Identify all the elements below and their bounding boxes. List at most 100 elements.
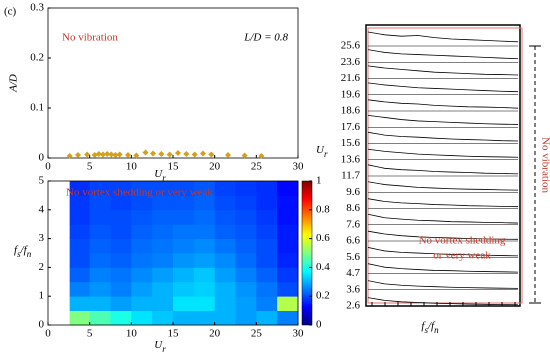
heat-cell [89, 224, 111, 239]
y-tick-label: 3 [39, 232, 45, 244]
red-box [367, 27, 523, 304]
heat-cell [277, 224, 299, 239]
heat-cell [256, 267, 278, 283]
heat-cell [152, 281, 174, 297]
heat-cell [193, 281, 216, 297]
heat-cell [173, 238, 195, 254]
y-tick-label: 1 [39, 290, 45, 302]
x-axis-label: Ur [154, 339, 166, 355]
heat-cell [235, 238, 257, 254]
heat-cell [110, 253, 132, 268]
point [191, 151, 198, 158]
row-label: 11.7 [341, 170, 360, 182]
heat-cell [214, 281, 236, 297]
label-part: f [421, 320, 426, 332]
heat-cell [152, 209, 174, 225]
label-part: f [14, 244, 19, 256]
heat-cell [277, 181, 299, 196]
y-tick-label: 0 [39, 319, 45, 331]
x-tick-label: 0 [45, 161, 51, 173]
point [125, 152, 131, 158]
point [258, 153, 265, 159]
row-label: 8.6 [346, 202, 360, 214]
label-part: s [424, 325, 428, 335]
axes-frame [47, 7, 299, 159]
point [200, 150, 206, 157]
point [241, 152, 248, 159]
heat-cell [256, 195, 278, 211]
heat-cell [89, 310, 111, 326]
heat-cell [131, 296, 153, 311]
heat-cell [173, 310, 195, 326]
heat-cell [214, 267, 236, 283]
row-label: 2.6 [346, 300, 360, 312]
x-tick-label: 30 [293, 161, 305, 173]
heat-cell [89, 267, 111, 283]
heat-cell [89, 209, 111, 225]
spectrum [367, 148, 519, 158]
row-label: 3.6 [346, 283, 360, 295]
point [208, 151, 215, 158]
x-tick-label: 20 [209, 328, 221, 340]
row-label: 15.6 [341, 137, 361, 149]
label-part: /f [427, 320, 436, 332]
point [183, 151, 190, 157]
point [150, 150, 156, 157]
y-tick-label: 0.1 [30, 102, 44, 114]
point [133, 152, 140, 159]
heat-cell [235, 195, 257, 211]
label-part: r [162, 173, 166, 183]
heat-cell [173, 224, 195, 239]
heat-cell [173, 296, 195, 311]
heat-cell [152, 195, 174, 211]
heat-cell [152, 267, 174, 283]
colorbar-tick-label: 0.8 [316, 203, 330, 215]
heat-cell [193, 310, 216, 326]
colorbar-tick-label: 1 [316, 175, 322, 187]
x-axis-label: fs/fn [421, 320, 439, 336]
heat-cell [256, 238, 278, 254]
spectrum [367, 31, 519, 43]
heat-cell [110, 310, 132, 326]
heat-cell [214, 181, 236, 196]
row-label: 23.6 [341, 56, 361, 68]
heat-cell [110, 195, 132, 211]
annotation: No vortex shedding or very weak [66, 187, 213, 199]
heat-cell [131, 267, 153, 283]
row-label: 19.6 [341, 88, 361, 100]
heat-cell [256, 281, 278, 297]
x-tick-label: 0 [45, 328, 51, 340]
heat-cell [152, 310, 174, 326]
point [116, 151, 123, 158]
heat-cell [173, 181, 195, 196]
heat-cell [193, 209, 216, 225]
point [158, 151, 165, 157]
x-tick-label: 15 [168, 328, 180, 340]
label-part: U [154, 339, 163, 351]
colorbar-tick-label: 0.6 [316, 232, 330, 244]
heat-cell [235, 181, 257, 196]
heat-cell [110, 181, 132, 196]
spectrum [367, 213, 519, 224]
point [66, 153, 73, 159]
row-label: 18.6 [341, 105, 361, 117]
heat-cell [277, 281, 299, 297]
heat-cell [131, 253, 153, 268]
heat-cell [110, 281, 132, 297]
spectrum [367, 114, 519, 125]
heat-cell [110, 296, 132, 311]
row-label: 17.6 [341, 121, 361, 133]
point [112, 152, 119, 158]
y-tick-label: 0.3 [30, 2, 44, 14]
heat-cell [131, 181, 153, 196]
heat-cell [277, 267, 299, 283]
heat-cell [235, 310, 257, 326]
heat-cell [89, 238, 111, 254]
y-axis-label: Ur [316, 144, 328, 160]
heat-cell [69, 181, 91, 196]
colorbar-tick-label: 0.2 [316, 290, 330, 302]
heat-cell [69, 253, 91, 268]
heat-cell [131, 209, 153, 225]
label-part: U [316, 144, 325, 156]
heat-cell [256, 296, 278, 311]
